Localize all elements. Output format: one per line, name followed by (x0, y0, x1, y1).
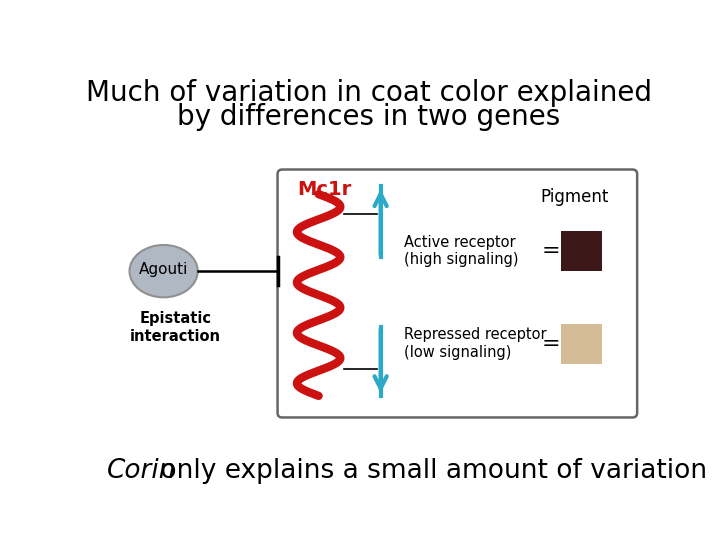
Text: Epistatic
interaction: Epistatic interaction (130, 311, 221, 343)
Ellipse shape (130, 245, 198, 298)
Bar (561, 231, 601, 271)
Text: Pigment: Pigment (540, 188, 608, 206)
Text: Agouti: Agouti (139, 262, 189, 277)
Text: only explains a small amount of variation: only explains a small amount of variatio… (152, 457, 707, 483)
FancyBboxPatch shape (277, 170, 637, 417)
Text: Much of variation in coat color explained: Much of variation in coat color explaine… (86, 79, 652, 107)
Text: Mc1r: Mc1r (297, 180, 352, 199)
Text: =: = (542, 334, 560, 354)
Bar (561, 323, 601, 363)
Text: Active receptor
(high signaling): Active receptor (high signaling) (404, 235, 518, 267)
Text: Corin: Corin (107, 457, 176, 483)
Text: =: = (542, 241, 560, 261)
Text: by differences in two genes: by differences in two genes (177, 103, 561, 131)
Text: Repressed receptor
(low signaling): Repressed receptor (low signaling) (404, 327, 546, 360)
